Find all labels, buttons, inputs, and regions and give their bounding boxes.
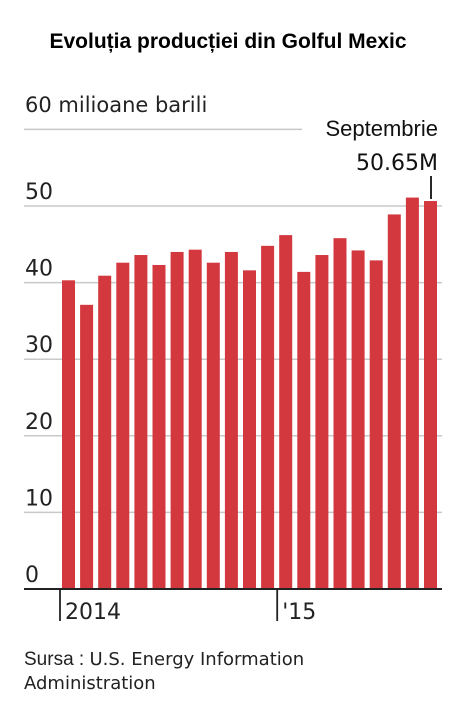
y-tick-label: 30 bbox=[25, 333, 53, 358]
bar-18 bbox=[369, 260, 383, 589]
bar-19 bbox=[387, 214, 401, 589]
bar-15 bbox=[315, 255, 329, 590]
bar-10 bbox=[224, 251, 238, 589]
source-note: Sursa : U.S. Energy Information Administ… bbox=[24, 648, 444, 696]
x-tick-label: '15 bbox=[282, 600, 316, 625]
annotation-value-label: 50.65M bbox=[356, 151, 438, 176]
bar-3 bbox=[98, 275, 112, 589]
bar-21 bbox=[424, 201, 437, 589]
bar-20 bbox=[405, 197, 419, 589]
bar-9 bbox=[206, 262, 220, 589]
source-prefix: Sursa bbox=[24, 649, 74, 670]
y-tick-label: 20 bbox=[25, 410, 53, 435]
bar-8 bbox=[188, 249, 202, 590]
bar-13 bbox=[279, 235, 293, 589]
x-tick-label: 2014 bbox=[65, 600, 121, 625]
source-separator: : bbox=[73, 649, 90, 670]
bar-5 bbox=[134, 255, 148, 590]
axes: 0 10 20 30 40 50 2014 '15 bbox=[24, 180, 442, 625]
bar-12 bbox=[261, 245, 275, 589]
bar-14 bbox=[297, 271, 311, 589]
bars bbox=[62, 197, 437, 590]
bar-17 bbox=[351, 250, 365, 590]
bar-2 bbox=[80, 304, 94, 589]
unit-label: 60 milioane barili bbox=[25, 93, 207, 117]
bar-11 bbox=[243, 270, 256, 589]
y-tick-label: 0 bbox=[25, 563, 39, 588]
y-tick-label: 10 bbox=[25, 486, 53, 511]
y-tick-label: 40 bbox=[25, 257, 53, 282]
source-org-line1: U.S. Energy Information bbox=[89, 649, 305, 670]
bar-4 bbox=[116, 262, 130, 589]
bar-6 bbox=[152, 264, 166, 589]
chart-title: Evoluția producției din Golful Mexic bbox=[49, 30, 407, 53]
bar-16 bbox=[333, 238, 347, 589]
annotation-month-label: Septembrie bbox=[325, 116, 438, 141]
bar-1 bbox=[62, 280, 75, 589]
y-tick-label: 50 bbox=[25, 180, 53, 205]
source-org-line2: Administration bbox=[24, 673, 156, 694]
bar-7 bbox=[170, 251, 184, 589]
